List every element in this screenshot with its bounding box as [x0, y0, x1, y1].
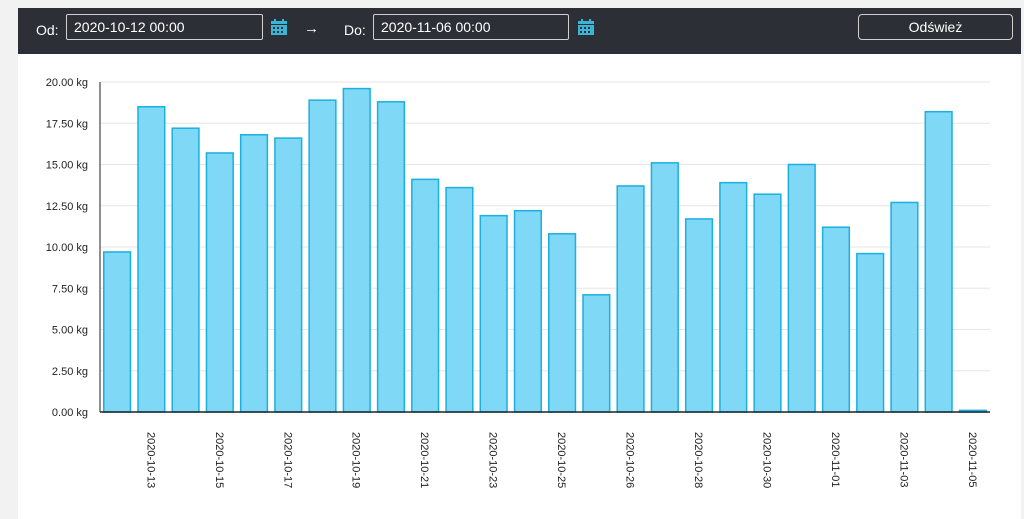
from-label: Od:: [36, 22, 59, 38]
y-tick-label: 0.00 kg: [52, 407, 88, 419]
bar[interactable]: [513, 209, 542, 413]
bar[interactable]: [890, 201, 919, 413]
weight-bar-chart: 0.00 kg 2.50 kg 5.00 kg 7.50 kg 10.00 kg 12.5…: [46, 77, 990, 488]
to-label: Do:: [344, 22, 366, 38]
bar[interactable]: [137, 106, 166, 413]
bar[interactable]: [376, 101, 406, 413]
y-tick-label: 5.00 kg: [52, 325, 88, 337]
x-tick-label: 2020-10-30: [761, 432, 773, 488]
bar[interactable]: [274, 137, 303, 413]
x-tick-label: 2020-10-28: [692, 432, 704, 488]
bar[interactable]: [411, 178, 440, 413]
x-tick-label: 2020-10-26: [624, 432, 636, 488]
calendar-icon[interactable]: [577, 18, 597, 38]
bar[interactable]: [787, 163, 816, 413]
bar[interactable]: [582, 294, 611, 413]
bar[interactable]: [479, 214, 508, 413]
bar[interactable]: [171, 127, 200, 413]
x-tick-label: 2020-11-05: [966, 432, 978, 487]
x-tick-label: 2020-10-17: [281, 432, 293, 488]
x-tick-label: 2020-11-03: [897, 432, 909, 487]
date-range-toolbar: Od: → Do: Odśwież: [18, 8, 1021, 54]
bar[interactable]: [856, 252, 885, 413]
bar[interactable]: [308, 99, 337, 413]
bar[interactable]: [650, 162, 679, 413]
bar[interactable]: [103, 251, 132, 413]
x-tick-label: 2020-10-25: [555, 432, 567, 488]
to-date-input[interactable]: [373, 14, 569, 40]
bar[interactable]: [445, 186, 474, 413]
range-arrow: →: [304, 20, 319, 37]
y-tick-label: 17.50 kg: [46, 118, 88, 130]
y-tick-label: 20.00 kg: [46, 77, 88, 89]
bar[interactable]: [821, 226, 851, 413]
from-date-input[interactable]: [66, 14, 263, 40]
x-tick-label: 2020-10-13: [144, 432, 156, 488]
bar[interactable]: [205, 152, 234, 413]
bar[interactable]: [342, 87, 371, 413]
x-tick-label: 2020-10-21: [418, 432, 430, 488]
bar[interactable]: [548, 233, 577, 413]
y-tick-label: 12.50 kg: [46, 201, 88, 213]
y-tick-label: 2.50 kg: [52, 366, 88, 378]
bar[interactable]: [239, 134, 269, 413]
y-tick-label: 15.00 kg: [46, 160, 88, 172]
bar[interactable]: [684, 218, 714, 413]
x-tick-label: 2020-10-23: [487, 432, 499, 488]
y-tick-label: 10.00 kg: [46, 242, 88, 254]
y-tick-label: 7.50 kg: [52, 283, 88, 295]
x-tick-label: 2020-11-01: [829, 432, 841, 487]
x-tick-label: 2020-10-19: [350, 432, 362, 488]
x-tick-label: 2020-10-15: [213, 432, 225, 488]
bar[interactable]: [753, 193, 782, 413]
refresh-button[interactable]: Odśwież: [858, 14, 1013, 40]
app-frame: Od: → Do: Odśwież: [18, 8, 1021, 519]
bar[interactable]: [719, 181, 748, 413]
bar[interactable]: [924, 110, 953, 413]
calendar-icon[interactable]: [270, 18, 290, 38]
bar[interactable]: [616, 185, 645, 413]
